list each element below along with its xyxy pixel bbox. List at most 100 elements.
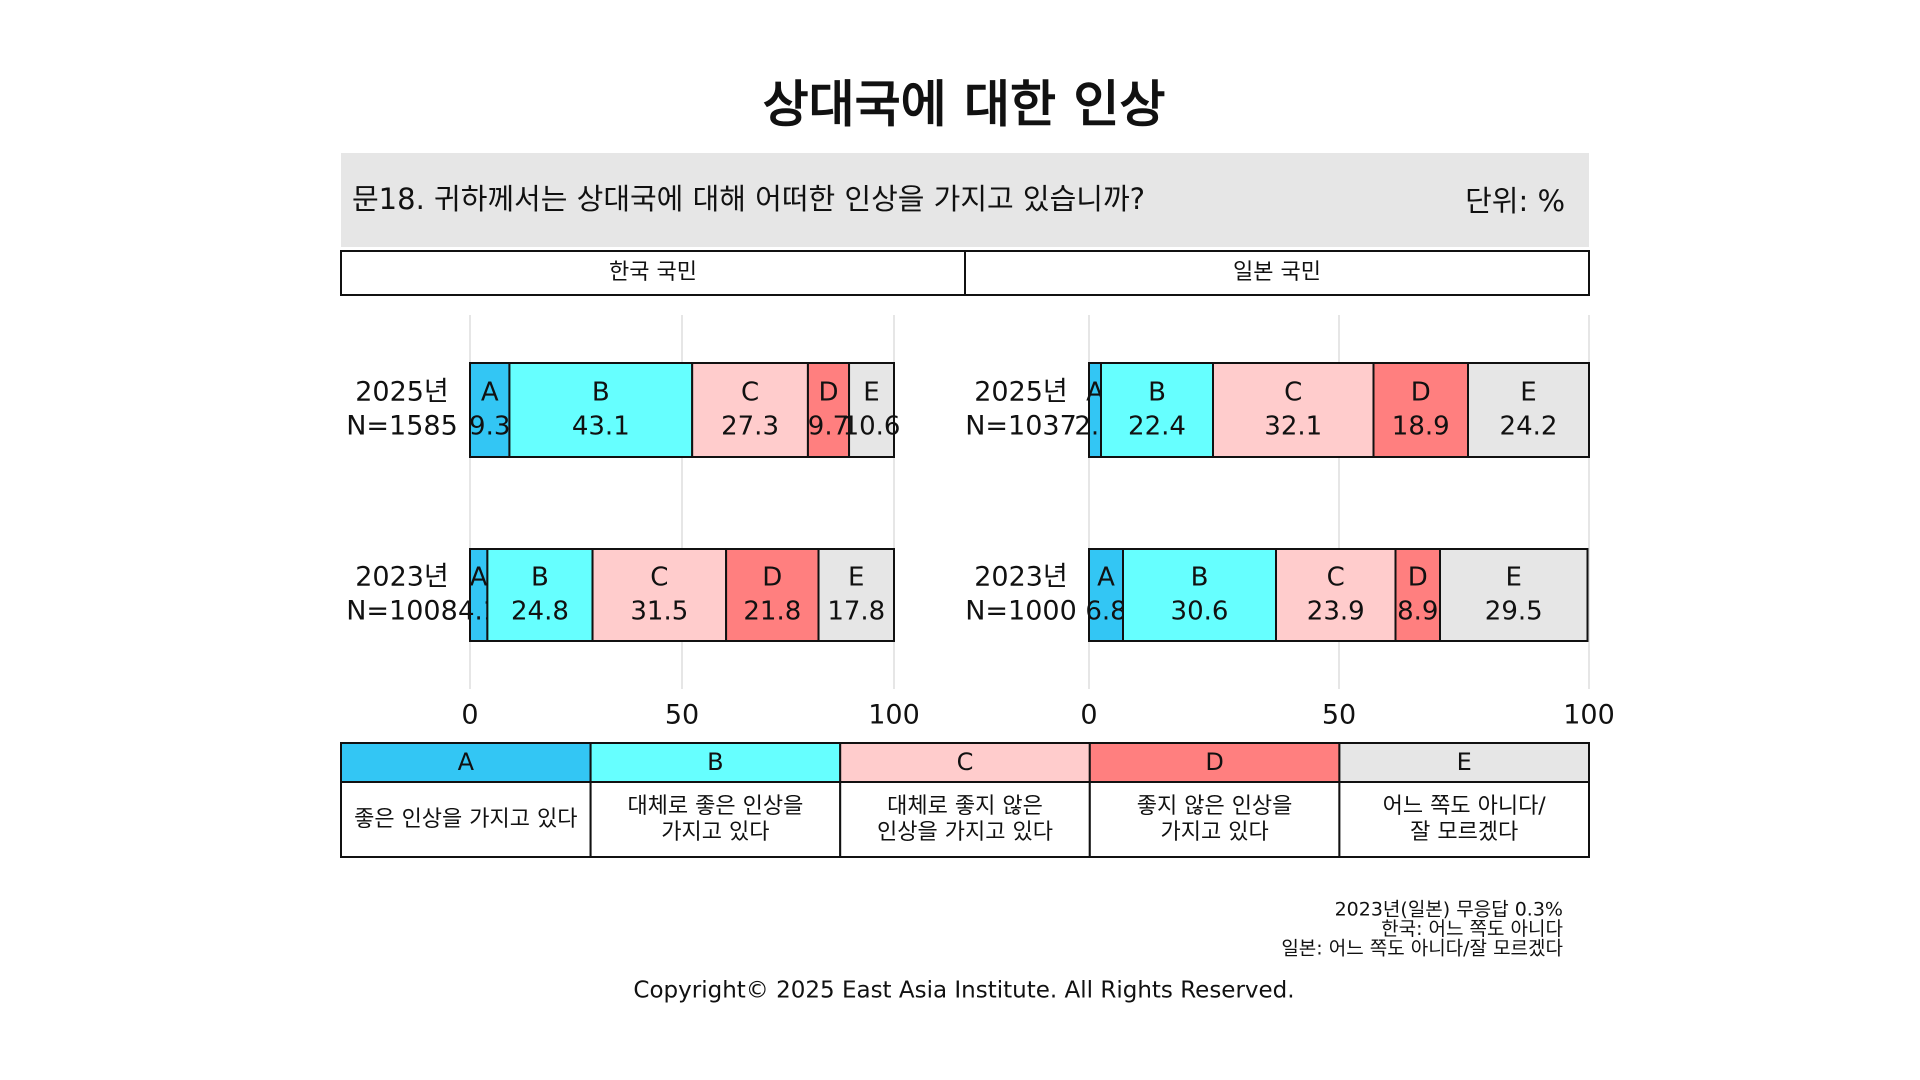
bar-segment — [1122, 548, 1277, 642]
note: 한국: 어느 쪽도 아니다 — [1381, 918, 1563, 940]
category-label: 2023년 — [355, 562, 449, 593]
segment-name: B — [1148, 378, 1166, 408]
legend-description-line: 어느 쪽도 아니다/ — [1383, 794, 1547, 819]
copyright: Copyright© 2025 East Asia Institute. All… — [633, 978, 1294, 1004]
data-label: 27.3 — [721, 412, 779, 442]
bar-segment — [1275, 548, 1397, 642]
bar-segment — [1467, 362, 1590, 458]
title: 상대국에 대한 인상 — [763, 76, 1166, 134]
legend-description-line: 인상을 가지고 있다 — [877, 820, 1053, 845]
data-label: 24.8 — [511, 597, 569, 627]
legend-description-line: 좋은 인상을 가지고 있다 — [354, 807, 577, 832]
legend-description: 대체로 좋지 않은 인상을 가지고 있다 — [877, 794, 1053, 845]
data-label: 6.8 — [1085, 597, 1126, 627]
data-label: 22.4 — [1128, 412, 1186, 442]
data-label: 21.8 — [743, 597, 801, 627]
legend-description-line: 좋지 않은 인상을 — [1137, 794, 1293, 819]
legend-description: 어느 쪽도 아니다/잘 모르겠다 — [1383, 794, 1547, 845]
bar-segment — [1372, 362, 1469, 458]
bar-segment — [691, 362, 809, 458]
bar-segment — [1394, 548, 1441, 642]
sample-size: N=1585 — [346, 411, 458, 442]
x-tick-label: 50 — [1322, 700, 1356, 731]
legend-swatch — [589, 742, 842, 783]
bar-segment — [1088, 548, 1124, 642]
category-label: 2023년 — [974, 562, 1068, 593]
data-label: 9.7 — [808, 412, 849, 442]
legend-description-line: 대체로 좋은 인상을 — [627, 794, 803, 819]
data-label: 29.5 — [1485, 597, 1543, 627]
bar-segment — [817, 548, 896, 642]
legend-swatch — [839, 742, 1091, 783]
category-label: 2025년 — [355, 377, 449, 408]
data-label: 32.1 — [1264, 412, 1322, 442]
x-tick-label: 100 — [868, 700, 920, 731]
data-label: 23.9 — [1307, 597, 1365, 627]
bar-segment — [848, 362, 896, 458]
legend-name: A — [458, 748, 475, 776]
legend-description: 좋지 않은 인상을 가지고 있다 — [1137, 794, 1293, 845]
segment-name: D — [818, 378, 838, 408]
x-tick-label: 0 — [461, 700, 478, 731]
bar-segment — [486, 548, 594, 642]
segment-name: A — [1097, 563, 1115, 593]
bar-segment — [508, 362, 694, 458]
note: 2023년(일본) 무응답 0.3% — [1335, 899, 1563, 921]
segment-name: B — [531, 563, 549, 593]
bar-segment — [1100, 362, 1214, 458]
x-tick-label: 100 — [1563, 700, 1615, 731]
panel-title: 일본 국민 — [1233, 260, 1321, 285]
segment-name: E — [1506, 563, 1522, 593]
data-label: 9.3 — [469, 412, 510, 442]
legend-description: 좋은 인상을 가지고 있다 — [354, 807, 577, 832]
data-label: 10.6 — [843, 412, 901, 442]
unit: 단위: % — [1465, 184, 1565, 218]
segment-name: A — [470, 563, 488, 593]
bar-segment — [1439, 548, 1589, 642]
segment-name: E — [848, 563, 864, 593]
question-box — [341, 153, 1589, 247]
legend-description-line: 가지고 있다 — [1160, 820, 1268, 845]
segment-name: B — [592, 378, 610, 408]
data-label: 30.6 — [1171, 597, 1229, 627]
data-label: 8.9 — [1397, 597, 1438, 627]
bar-segment — [725, 548, 820, 642]
data-label: 31.5 — [630, 597, 688, 627]
bar-segment — [1212, 362, 1375, 458]
sample-size: N=1000 — [965, 596, 1077, 627]
legend-description: 대체로 좋은 인상을 가지고 있다 — [627, 794, 803, 845]
question: 문18. 귀하께서는 상대국에 대해 어떠한 인상을 가지고 있습니까? — [352, 182, 1145, 216]
segment-name: E — [863, 378, 879, 408]
legend-name: C — [957, 748, 974, 776]
legend-name: D — [1205, 748, 1223, 776]
segment-name: C — [650, 563, 668, 593]
legend-name: E — [1457, 748, 1472, 776]
panel-title: 한국 국민 — [609, 260, 697, 285]
data-label: 43.1 — [572, 412, 630, 442]
legend-cell — [340, 781, 592, 858]
segment-name: C — [741, 378, 759, 408]
segment-name: D — [1411, 378, 1431, 408]
data-label: 24.2 — [1500, 412, 1558, 442]
legend-description-line: 잘 모르겠다 — [1410, 820, 1518, 845]
segment-name: D — [762, 563, 782, 593]
segment-name: C — [1327, 563, 1345, 593]
legend-swatch — [1338, 742, 1591, 783]
segment-name: A — [481, 378, 499, 408]
legend-description-line: 대체로 좋지 않은 — [887, 794, 1043, 819]
bar-segment — [469, 362, 511, 458]
note: 일본: 어느 쪽도 아니다/잘 모르겠다 — [1281, 938, 1563, 960]
x-tick-label: 50 — [665, 700, 699, 731]
legend-cell — [839, 781, 1091, 858]
segment-name: B — [1191, 563, 1209, 593]
segment-name: A — [1086, 378, 1104, 408]
x-tick-label: 0 — [1080, 700, 1097, 731]
segment-name: C — [1284, 378, 1302, 408]
legend-cell — [1338, 781, 1591, 858]
category-label: 2025년 — [974, 377, 1068, 408]
legend-name: B — [707, 748, 723, 776]
data-label: 17.8 — [827, 597, 885, 627]
sample-size: N=1037 — [965, 411, 1077, 442]
